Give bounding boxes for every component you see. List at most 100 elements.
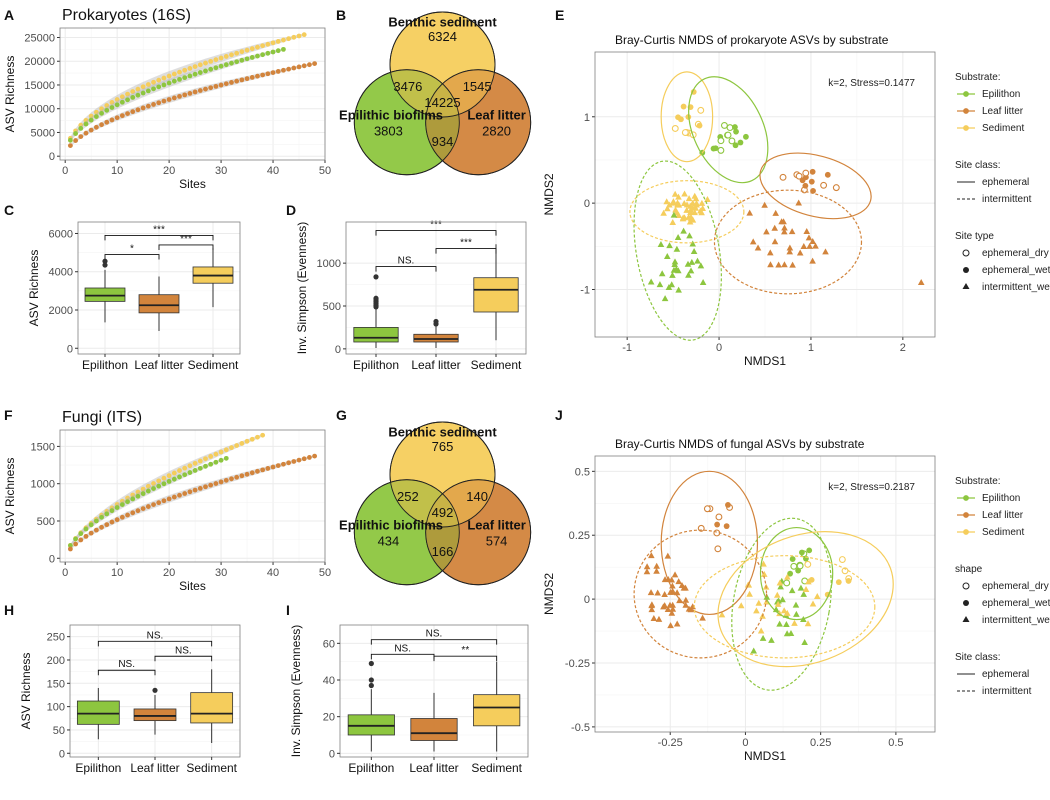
- significance-bracket: NS.: [154, 645, 213, 662]
- venn-count-a: 765: [432, 439, 454, 454]
- legend-key-point: [963, 495, 969, 501]
- significance-label: NS.: [147, 630, 164, 641]
- x-tick-label: 0.5: [888, 737, 903, 749]
- data-point: [130, 496, 136, 502]
- venn-count-c: 574: [486, 533, 508, 548]
- x-tick-label: Epilithon: [353, 358, 399, 372]
- x-tick-label: 50: [319, 567, 331, 579]
- marker-triangle: [917, 278, 925, 285]
- box-iqr: [410, 718, 458, 741]
- y-tick-label: 4000: [49, 267, 73, 279]
- marker-triangle: [661, 295, 669, 302]
- data-point: [177, 93, 182, 99]
- marker-triangle: [784, 573, 791, 580]
- legend-title: shape: [955, 564, 983, 575]
- data-point: [161, 481, 167, 487]
- marker-triangle: [809, 238, 817, 245]
- data-point: [291, 65, 297, 71]
- bracket-line: [158, 244, 214, 250]
- marker-triangle: [648, 552, 655, 559]
- marker-triangle: [686, 232, 693, 239]
- marker-triangle: [755, 599, 763, 606]
- significance-bracket: NS.: [97, 630, 213, 647]
- data-point: [171, 95, 177, 101]
- plot-border: [59, 429, 326, 563]
- data-point: [78, 134, 84, 140]
- x-tick-label: -1: [622, 342, 632, 354]
- data-point: [229, 80, 234, 85]
- panel-label: B: [336, 7, 346, 23]
- data-point: [312, 61, 318, 67]
- data-point: [156, 100, 162, 106]
- marker-triangle: [656, 281, 664, 288]
- marker-triangle: [666, 201, 673, 208]
- y-axis-title: Inv. Simpson (Evenness): [295, 222, 309, 355]
- y-tick-label: -0.5: [571, 722, 590, 734]
- legend-item-label: intermittent: [982, 686, 1032, 697]
- marker-triangle: [671, 571, 679, 578]
- box-iqr: [347, 714, 395, 736]
- data-point: [145, 88, 151, 94]
- data-point: [229, 476, 234, 482]
- marker-triangle: [776, 620, 783, 627]
- data-point: [187, 463, 193, 469]
- marker-open-circle: [717, 137, 725, 145]
- data-point: [312, 453, 318, 459]
- marker-triangle: [689, 603, 696, 610]
- x-tick-label: 30: [215, 567, 227, 579]
- data-point: [296, 457, 302, 463]
- data-point: [244, 471, 250, 477]
- data-point: [239, 473, 245, 479]
- box-iqr: [76, 700, 120, 725]
- marker-triangle: [788, 228, 796, 235]
- data-point: [239, 57, 245, 63]
- marker-triangle: [795, 199, 802, 206]
- data-point: [114, 97, 120, 102]
- data-point: [244, 76, 250, 82]
- data-point: [135, 489, 141, 495]
- panel-label: F: [4, 407, 13, 423]
- data-point: [171, 71, 177, 77]
- legend-item-label: Leaf litter: [982, 106, 1024, 117]
- set-label-epilithic-biofilms: Epilithic biofilms: [339, 518, 443, 533]
- data-point: [166, 479, 172, 484]
- data-point: [239, 77, 245, 83]
- legend-item-label: ephemeral_wet: [982, 598, 1050, 609]
- venn-count-ac: 1545: [463, 79, 492, 94]
- marker-triangle: [648, 606, 656, 613]
- y-axis-title: Inv. Simpson (Evenness): [289, 625, 303, 758]
- legend-key-point: [963, 108, 969, 114]
- marker-open-circle: [728, 137, 736, 145]
- marker-filled-circle: [835, 579, 842, 586]
- x-tick-label: Sediment: [188, 358, 239, 372]
- data-point: [208, 454, 214, 459]
- marker-triangle: [687, 209, 694, 216]
- data-point: [234, 50, 240, 56]
- data-point: [192, 64, 198, 69]
- outlier-point: [152, 687, 158, 693]
- outlier-point: [373, 295, 379, 301]
- marker-triangle: [760, 560, 767, 567]
- legend-key-filled-circle: [963, 267, 969, 273]
- marker-triangle: [800, 243, 808, 250]
- data-point: [197, 70, 203, 75]
- data-point: [119, 113, 125, 119]
- y-tick-label: 0.25: [569, 530, 590, 542]
- marker-triangle: [671, 258, 679, 265]
- data-point: [135, 92, 141, 98]
- venn-count-bc: 934: [432, 134, 454, 149]
- y-tick-label: 20: [323, 712, 335, 724]
- legend-item-label: Epilithon: [982, 493, 1020, 504]
- data-point: [151, 102, 156, 107]
- bracket-line: [433, 655, 498, 662]
- marker-triangle: [771, 224, 779, 231]
- data-point: [197, 458, 203, 464]
- data-point: [182, 491, 188, 496]
- data-point: [249, 74, 255, 80]
- marker-triangle: [648, 601, 656, 608]
- data-point: [265, 41, 271, 47]
- x-tick-label: Epilithon: [75, 761, 121, 775]
- legend-item-label: ephemeral: [982, 177, 1029, 188]
- data-point: [119, 99, 125, 105]
- marker-triangle: [791, 619, 798, 626]
